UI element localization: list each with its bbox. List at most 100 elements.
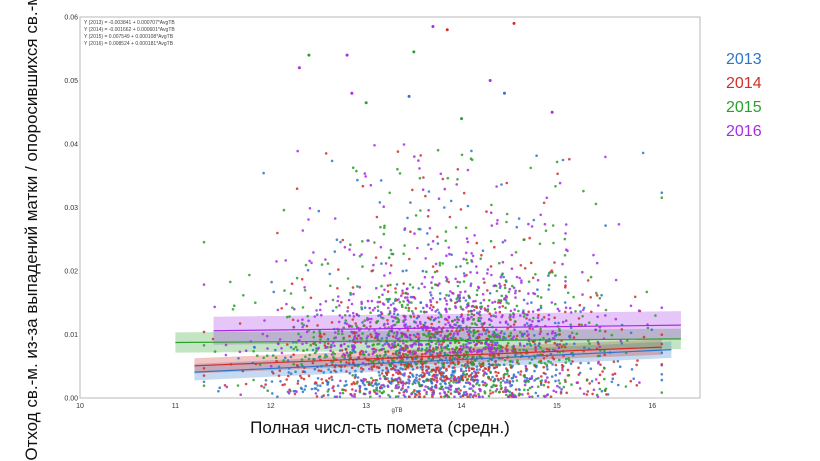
data-point: [459, 265, 462, 268]
data-point: [414, 321, 418, 324]
data-point: [435, 269, 439, 273]
data-point: [377, 371, 381, 374]
data-point: [387, 256, 391, 260]
data-point: [538, 342, 541, 345]
data-point: [470, 315, 473, 319]
data-point: [333, 365, 337, 369]
data-point: [434, 317, 438, 320]
data-point: [546, 385, 550, 389]
data-point: [528, 236, 531, 240]
data-point: [445, 367, 448, 371]
data-point: [467, 304, 470, 307]
data-point: [475, 382, 478, 386]
data-point: [217, 389, 220, 393]
data-point: [590, 310, 593, 314]
data-point: [319, 338, 322, 341]
data-point: [242, 294, 245, 297]
data-point: [415, 316, 419, 320]
data-point: [470, 149, 473, 153]
data-point: [500, 294, 504, 298]
data-point: [438, 297, 442, 301]
data-point: [368, 391, 372, 395]
data-point: [551, 330, 554, 333]
data-point: [513, 348, 517, 351]
data-point: [456, 284, 460, 288]
data-point: [577, 317, 581, 320]
data-point: [493, 341, 497, 345]
data-point: [481, 292, 485, 296]
data-point: [531, 276, 535, 280]
data-point: [504, 279, 508, 282]
data-point: [428, 329, 431, 333]
data-point: [378, 201, 382, 204]
data-point: [347, 345, 350, 348]
data-point: [537, 344, 540, 348]
data-point: [343, 342, 346, 346]
data-point: [434, 342, 438, 346]
data-point: [603, 377, 606, 381]
data-point: [435, 301, 439, 304]
data-point: [451, 347, 454, 351]
data-point: [387, 370, 390, 374]
data-point: [475, 241, 479, 245]
data-point: [326, 393, 330, 397]
data-point: [505, 181, 509, 185]
data-point: [590, 379, 594, 383]
data-point: [509, 318, 512, 321]
data-point: [374, 256, 378, 259]
data-point: [538, 242, 542, 246]
data-point: [401, 289, 404, 293]
data-point: [509, 331, 513, 335]
data-point: [460, 153, 464, 157]
data-point: [384, 371, 388, 375]
data-point: [454, 305, 457, 308]
data-point: [569, 323, 573, 327]
data-point: [467, 302, 470, 305]
data-point: [456, 178, 459, 181]
data-point: [490, 203, 493, 207]
data-point: [388, 271, 392, 275]
data-point: [466, 395, 470, 399]
data-point: [510, 267, 514, 271]
data-point: [470, 305, 474, 308]
data-point: [425, 304, 429, 308]
data-point: [396, 313, 400, 316]
data-point: [534, 273, 537, 276]
data-point: [426, 215, 430, 218]
data-point: [324, 152, 328, 155]
data-point: [338, 391, 342, 395]
data-point: [373, 144, 376, 147]
data-point: [211, 337, 215, 341]
data-point: [428, 306, 432, 310]
data-point: [455, 381, 458, 384]
data-point: [453, 341, 457, 344]
data-point: [532, 292, 535, 295]
data-point: [278, 369, 282, 373]
data-point: [459, 351, 462, 354]
data-point: [531, 327, 534, 331]
data-point: [312, 336, 316, 339]
data-point: [557, 379, 560, 382]
data-point: [323, 344, 327, 347]
data-point: [546, 339, 549, 343]
data-point: [427, 342, 430, 346]
data-point: [535, 377, 538, 381]
data-point: [479, 301, 483, 305]
data-point: [289, 355, 293, 359]
data-point: [469, 284, 473, 288]
data-point: [487, 394, 491, 398]
data-point: [598, 296, 602, 300]
data-point: [499, 284, 502, 288]
data-point: [202, 283, 206, 286]
y-tick-label: 0.05: [64, 78, 78, 85]
data-point: [291, 318, 295, 322]
data-point: [403, 315, 407, 319]
data-point: [525, 322, 529, 325]
data-point: [413, 378, 417, 382]
data-point: [279, 380, 282, 383]
data-point: [517, 217, 521, 220]
data-point: [452, 350, 456, 354]
data-point: [448, 381, 451, 385]
data-point: [420, 282, 424, 286]
data-point: [419, 361, 423, 365]
